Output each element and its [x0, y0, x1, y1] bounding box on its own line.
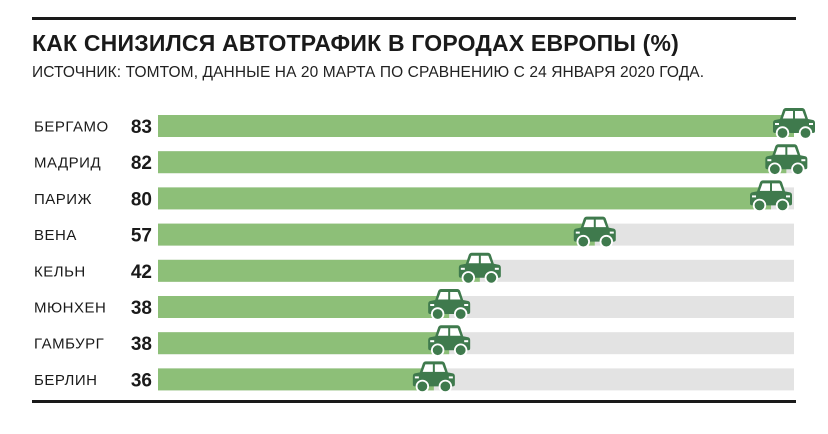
- car-icon: [428, 289, 471, 321]
- value-label: 42: [131, 262, 152, 283]
- car-icon: [573, 216, 616, 249]
- category-label: ВЕНА: [34, 227, 77, 244]
- bar-row: КЕЛЬН 42: [34, 252, 794, 285]
- car-icon: [458, 252, 501, 285]
- category-label: БЕРГАМО: [34, 119, 109, 136]
- bar: [158, 332, 450, 355]
- value-label: 57: [131, 226, 152, 247]
- bar: [158, 296, 450, 318]
- car-icon: [773, 108, 815, 140]
- value-label: 36: [131, 370, 152, 391]
- bar-row: МАДРИД 82: [34, 144, 808, 176]
- value-label: 82: [131, 153, 152, 174]
- value-label: 38: [131, 334, 152, 355]
- top-rule: [32, 17, 796, 20]
- chart-subtitle: ИСТОЧНИК: ТОМТОМ, ДАННЫЕ НА 20 МАРТА ПО …: [32, 64, 705, 81]
- category-label: ПАРИЖ: [34, 191, 92, 208]
- car-icon: [765, 144, 808, 176]
- category-label: МЮНХЕН: [34, 300, 106, 317]
- value-label: 38: [131, 298, 152, 319]
- bar: [158, 115, 794, 137]
- bar: [158, 223, 595, 246]
- bar-row: БЕРЛИН 36: [34, 361, 794, 394]
- car-icon: [412, 361, 455, 394]
- bar: [158, 151, 787, 174]
- bar: [158, 187, 772, 210]
- bar-row: ПАРИЖ 80: [34, 180, 794, 213]
- category-label: КЕЛЬН: [34, 263, 86, 280]
- value-label: 83: [131, 117, 152, 138]
- chart-title: КАК СНИЗИЛСЯ АВТОТРАФИК В ГОРОДАХ ЕВРОПЫ…: [32, 30, 680, 56]
- car-icon: [428, 325, 471, 357]
- bottom-rule: [32, 400, 796, 403]
- bar-row: ВЕНА 57: [34, 216, 794, 249]
- bar: [158, 368, 434, 391]
- bar-row: ГАМБУРГ 38: [34, 325, 794, 357]
- car-icon: [750, 180, 793, 213]
- bar-row: МЮНХЕН 38: [34, 289, 794, 321]
- category-label: ГАМБУРГ: [34, 336, 104, 353]
- category-label: МАДРИД: [34, 155, 101, 172]
- bar-row: БЕРГАМО 83: [34, 108, 815, 140]
- value-label: 80: [131, 189, 152, 210]
- bar: [158, 259, 480, 282]
- category-label: БЕРЛИН: [34, 372, 97, 389]
